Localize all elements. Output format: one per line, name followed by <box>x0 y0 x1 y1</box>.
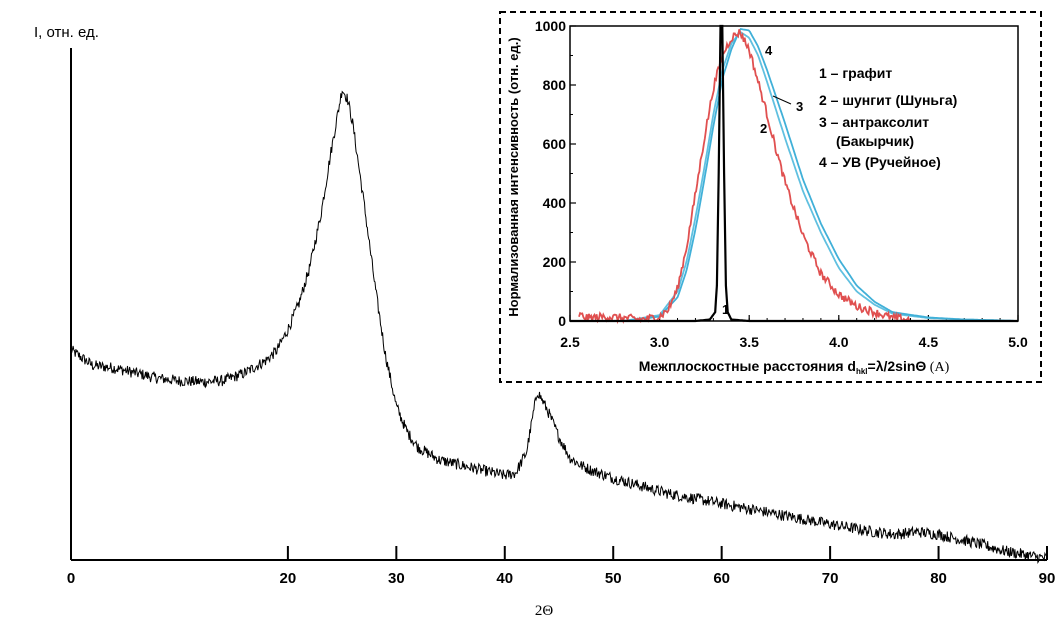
curve-annotation-4: 4 <box>765 43 773 58</box>
inset-x-label-unit: (A) <box>926 360 949 375</box>
main-x-tick-label: 80 <box>930 570 947 587</box>
inset-x-label-formula: =λ/2sinΘ <box>868 358 927 374</box>
curve-annotation-3: 3 <box>796 99 803 114</box>
inset-frame <box>499 11 1042 383</box>
inset-x-label-subscript: hkl <box>856 367 868 376</box>
curve-annotation-1: 1 <box>722 302 729 317</box>
inset-x-tick-label: 3.5 <box>739 334 759 350</box>
main-x-tick-label: 30 <box>388 570 405 587</box>
inset-series-2-line <box>578 29 911 325</box>
main-x-tick-label: 60 <box>713 570 730 587</box>
inset-chart: 2.5 3.0 3.5 4.0 4.5 5.0 0 200 400 600 800 1000 1 2 3 4 … <box>499 11 1042 383</box>
inset-y-tick-label: 200 <box>543 254 567 270</box>
legend-entry: 2 – шунгит (Шуньга) <box>819 92 957 108</box>
legend-entry: (Бакырчик) <box>836 133 914 149</box>
inset-y-tick-label: 600 <box>543 136 567 152</box>
main-x-tick-label: 70 <box>822 570 839 587</box>
main-x-tick-label: 50 <box>605 570 622 587</box>
main-x-axis-label: 2Θ <box>535 603 554 619</box>
inset-y-tick-label: 1000 <box>535 18 566 34</box>
inset-y-tick-label: 800 <box>543 77 567 93</box>
annotation-3-leader <box>772 95 792 105</box>
main-y-axis-label: I, отн. ед. <box>34 24 99 41</box>
legend-entry: 3 – антракcолит <box>819 114 929 130</box>
main-xrd-chart: I, отн. ед. 0 20 30 40 50 60 70 80 90 2Θ <box>34 24 1055 619</box>
inset-x-tick-label: 4.0 <box>829 334 849 350</box>
main-x-tick-label: 20 <box>280 570 297 587</box>
main-x-tick-label: 0 <box>67 570 75 587</box>
legend-entry: 4 – УВ (Ручейное) <box>819 154 941 170</box>
main-series-line <box>70 90 1047 565</box>
inset-x-label-main: Межплоскостные расстояния d <box>639 358 856 374</box>
inset-x-tick-label: 3.0 <box>650 334 670 350</box>
main-x-tick-label: 90 <box>1039 570 1056 587</box>
inset-x-tick-label: 5.0 <box>1008 334 1028 350</box>
inset-y-tick-label: 0 <box>558 313 566 329</box>
inset-axes-box <box>569 25 1019 322</box>
inset-x-tick-label: 4.5 <box>919 334 939 350</box>
inset-legend: 1 – графит 2 – шунгит (Шуньга) 3 – антракc… <box>819 65 957 170</box>
inset-y-tick-label: 400 <box>543 195 567 211</box>
inset-series-4-line <box>623 28 1018 322</box>
curve-annotation-2: 2 <box>760 121 767 136</box>
main-x-tick-label: 40 <box>496 570 513 587</box>
inset-x-axis-label: Межплоскостные расстояния dhkl=λ/2sinΘ (… <box>639 358 950 376</box>
inset-y-axis-label: Нормализованная интенсивность (отн. ед.) <box>506 37 521 316</box>
inset-x-tick-label: 2.5 <box>560 334 580 350</box>
main-x-ticks: 0 20 30 40 50 60 70 80 90 <box>67 546 1056 587</box>
legend-entry: 1 – графит <box>819 65 892 81</box>
